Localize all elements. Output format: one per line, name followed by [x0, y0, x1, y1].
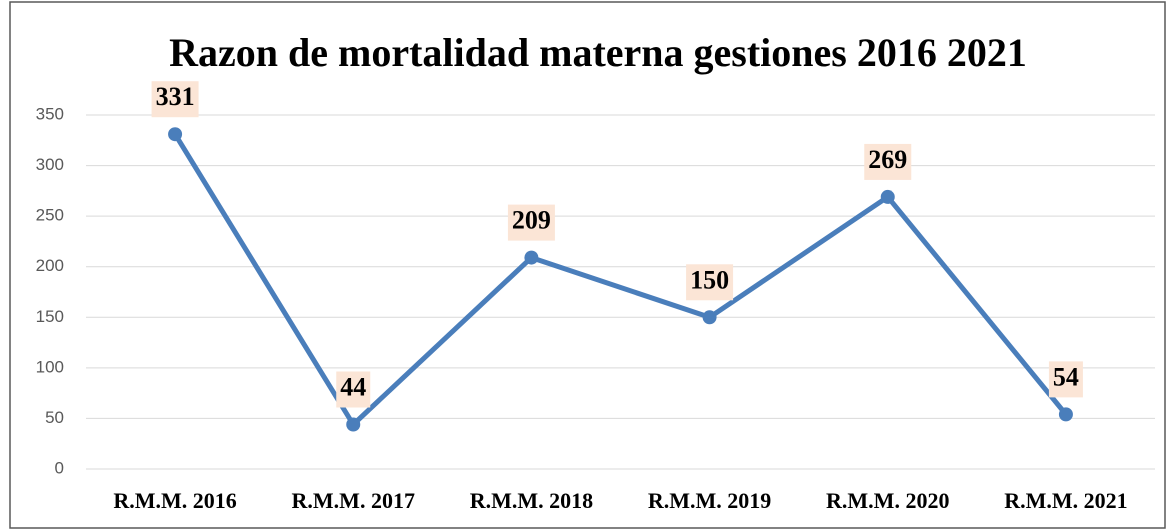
y-tick-label: 350: [36, 104, 64, 123]
data-label: 209: [512, 206, 551, 235]
chart-title: Razon de mortalidad materna gestiones 20…: [169, 30, 1027, 75]
data-point: [168, 127, 183, 142]
y-tick-label: 100: [36, 357, 64, 376]
data-label-box: [864, 143, 912, 180]
x-tick-label: R.M.M. 2021: [1004, 488, 1127, 513]
chart-frame: [9, 1, 1166, 529]
x-tick-label: R.M.M. 2020: [826, 488, 949, 513]
y-tick-label: 50: [45, 408, 64, 427]
y-tick-label: 150: [36, 307, 64, 326]
data-label-box: [507, 204, 555, 241]
data-label-box: [1048, 361, 1083, 398]
data-label: 44: [340, 372, 366, 401]
x-tick-label: R.M.M. 2019: [648, 488, 771, 513]
data-line: [172, 132, 1068, 427]
x-tick-label: R.M.M. 2018: [470, 488, 593, 513]
x-tick-label: R.M.M. 2016: [113, 488, 236, 513]
data-label-box: [151, 81, 199, 118]
y-tick-label: 300: [36, 155, 64, 174]
y-tick-label: 250: [36, 206, 64, 225]
data-label: 54: [1053, 362, 1079, 391]
data-point: [1058, 407, 1073, 422]
data-point: [346, 417, 361, 432]
data-point: [702, 310, 717, 325]
data-label: 331: [156, 82, 195, 111]
data-label: 269: [868, 145, 907, 174]
y-tick-label: 200: [36, 256, 64, 275]
data-label-box: [686, 264, 734, 301]
data-point: [524, 250, 539, 265]
data-point: [880, 189, 895, 204]
x-tick-label: R.M.M. 2017: [292, 488, 415, 513]
data-label: 150: [690, 265, 729, 294]
data-label-box: [336, 371, 371, 408]
y-tick-label: 0: [55, 458, 64, 477]
